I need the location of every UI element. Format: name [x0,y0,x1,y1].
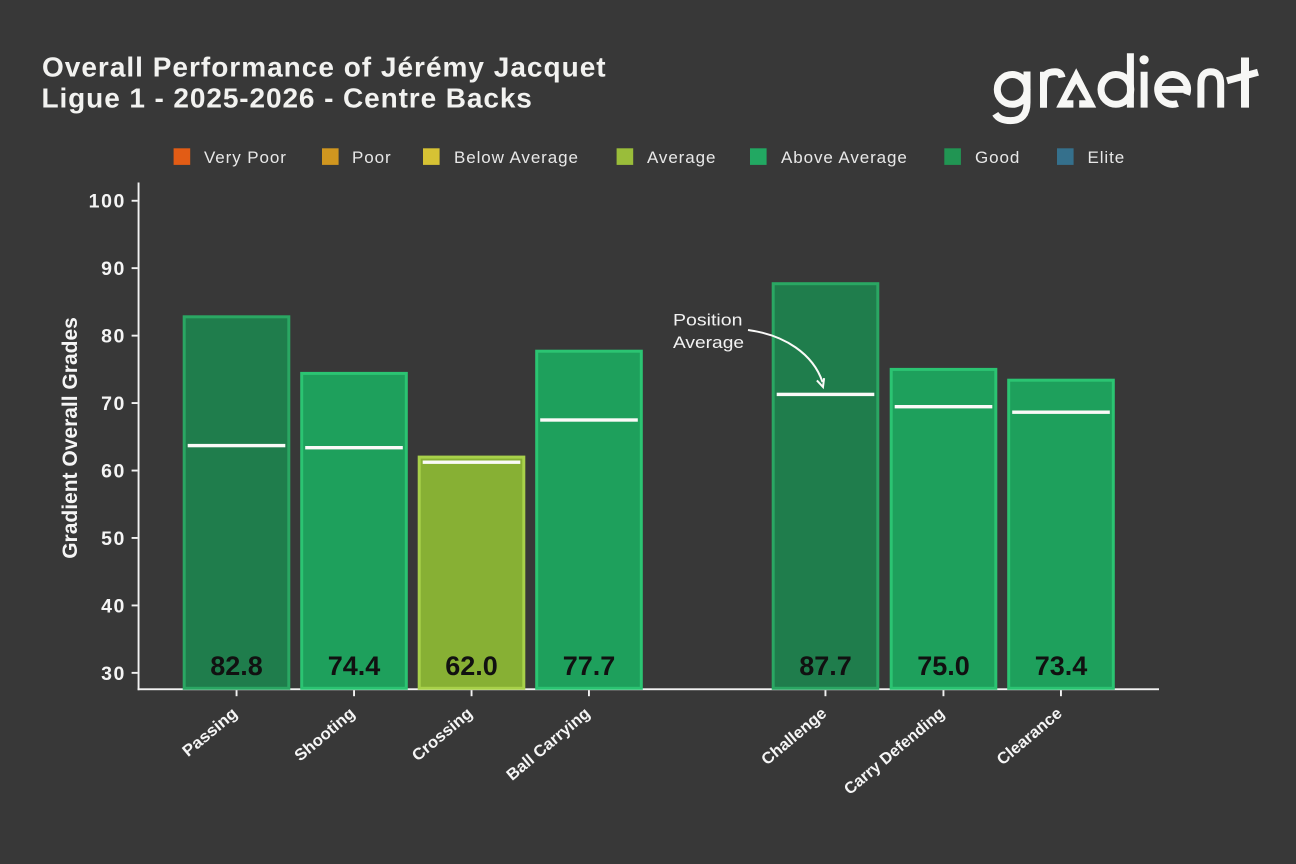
svg-text:82.8: 82.8 [210,651,263,681]
svg-text:Elite: Elite [1088,148,1126,167]
svg-text:80: 80 [101,326,126,348]
svg-text:100: 100 [89,191,126,213]
svg-text:Average: Average [673,333,744,352]
svg-text:Average: Average [647,148,716,167]
svg-text:50: 50 [101,528,126,550]
svg-text:Below Average: Below Average [454,148,579,167]
svg-text:73.4: 73.4 [1035,651,1088,681]
svg-text:60: 60 [101,461,126,483]
svg-text:Position: Position [673,311,743,330]
svg-text:40: 40 [101,595,126,617]
svg-text:75.0: 75.0 [917,651,970,681]
svg-text:Good: Good [975,148,1020,167]
svg-text:Gradient Overall Grades: Gradient Overall Grades [59,317,82,559]
svg-text:Overall Performance of Jérémy: Overall Performance of Jérémy Jacquet [42,51,607,82]
svg-text:Very Poor: Very Poor [204,148,287,167]
svg-text:90: 90 [101,258,126,280]
svg-text:Above Average: Above Average [781,148,908,167]
svg-text:77.7: 77.7 [563,651,616,681]
svg-text:Poor: Poor [352,148,392,167]
svg-text:87.7: 87.7 [799,651,852,681]
svg-text:74.4: 74.4 [328,651,381,681]
svg-text:30: 30 [101,663,126,685]
svg-text:Ligue 1 - 2025-2026 - Centre B: Ligue 1 - 2025-2026 - Centre Backs [42,83,533,114]
svg-text:70: 70 [101,393,126,415]
svg-text:62.0: 62.0 [445,651,498,681]
